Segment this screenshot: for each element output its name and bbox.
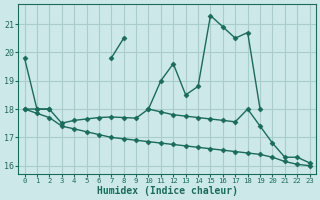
X-axis label: Humidex (Indice chaleur): Humidex (Indice chaleur) (97, 186, 237, 196)
